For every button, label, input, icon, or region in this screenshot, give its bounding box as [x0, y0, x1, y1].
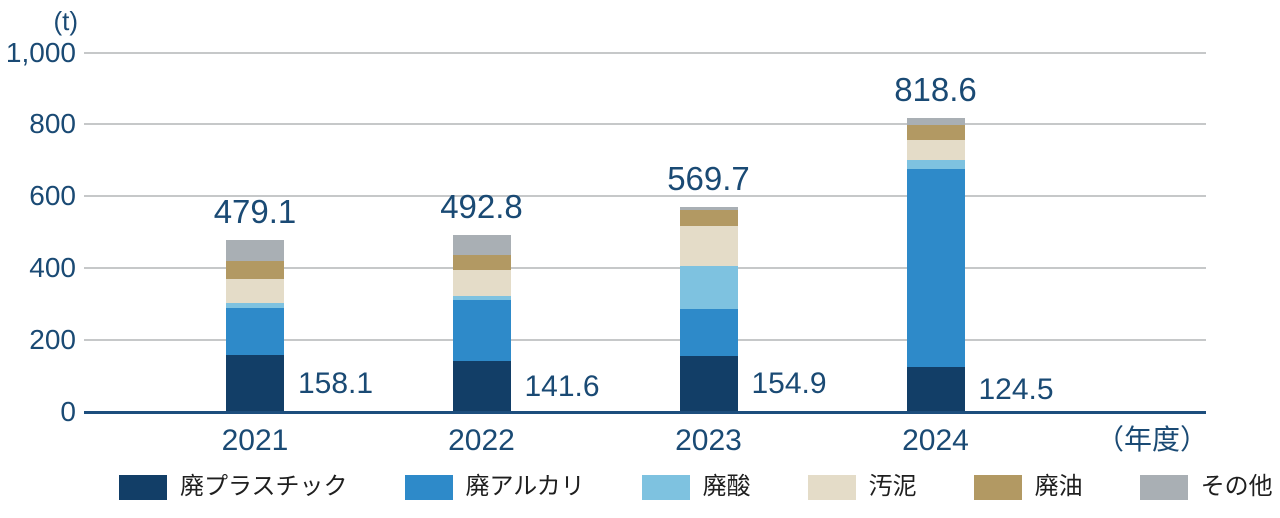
legend-item-廃酸: 廃酸: [641, 473, 751, 500]
total-label: 569.7: [667, 160, 750, 198]
bar-segment-廃油: [226, 260, 284, 279]
legend-label: 廃酸: [702, 473, 751, 500]
bar-segment-廃油: [679, 210, 738, 227]
segment-value-label: 158.1: [298, 366, 374, 400]
legend-label: 廃油: [1034, 473, 1083, 500]
bar-segment-廃酸: [226, 303, 284, 309]
legend-label: 廃プラスチック: [180, 473, 348, 500]
bar-segment-その他: [906, 117, 965, 126]
y-tick-label: 200: [29, 324, 76, 356]
bar-2024: [906, 0, 965, 412]
x-tick-label: 2023: [675, 424, 742, 457]
bar-segment-廃アルカリ: [226, 308, 284, 356]
legend-swatch: [119, 474, 167, 500]
gridline: [84, 339, 1206, 342]
x-tick-label: 2022: [448, 424, 515, 457]
legend-label: 汚泥: [868, 473, 917, 500]
bar-segment-その他: [226, 239, 284, 261]
gridline: [84, 267, 1206, 270]
legend-swatch: [973, 474, 1022, 500]
legend-label: その他: [1200, 473, 1273, 500]
bar-segment-廃酸: [679, 265, 738, 310]
y-tick-label: 800: [29, 108, 76, 140]
bar-segment-廃アルカリ: [679, 309, 738, 357]
segment-value-label: 141.6: [524, 369, 600, 403]
legend-swatch: [807, 474, 856, 500]
bar-segment-廃プラスチック: [226, 355, 284, 412]
bar-segment-汚泥: [452, 269, 511, 296]
bar-segment-その他: [679, 207, 738, 211]
segment-value-label: 154.9: [751, 367, 827, 401]
bar-segment-廃油: [452, 255, 511, 270]
total-label: 818.6: [894, 70, 977, 108]
axis-baseline: [84, 410, 1206, 414]
bar-2021: [226, 0, 284, 412]
gridline: [84, 123, 1206, 126]
y-tick-label: 1,000: [5, 36, 76, 68]
bar-segment-汚泥: [226, 278, 284, 304]
bar-segment-その他: [452, 234, 511, 255]
legend-item-廃油: 廃油: [973, 473, 1083, 500]
y-axis-unit-label: (t): [53, 6, 78, 36]
gridline: [84, 195, 1206, 198]
bar-segment-汚泥: [679, 226, 738, 266]
segment-value-label: 124.5: [978, 372, 1054, 406]
legend-swatch: [641, 474, 690, 500]
y-tick-label: 400: [29, 252, 76, 284]
legend-label: 廃アルカリ: [465, 473, 585, 500]
x-tick-label: 2021: [221, 424, 289, 457]
x-tick-label: 2024: [902, 424, 969, 457]
bar-2023: [679, 0, 738, 412]
y-tick-label: 0: [60, 396, 76, 427]
bar-2022: [452, 0, 511, 412]
legend-item-汚泥: 汚泥: [807, 473, 917, 500]
legend: 廃プラスチック 廃アルカリ 廃酸 汚泥 廃油 その他: [119, 473, 1273, 500]
bar-segment-廃アルカリ: [452, 300, 511, 362]
legend-item-その他: その他: [1139, 473, 1273, 500]
bar-segment-廃プラスチック: [452, 361, 511, 412]
x-axis-unit-label: （年度）: [1095, 424, 1208, 455]
total-label: 479.1: [213, 192, 297, 230]
legend-swatch: [404, 474, 453, 500]
bar-segment-廃プラスチック: [679, 356, 738, 412]
gridline: [84, 51, 1206, 54]
legend-item-廃アルカリ: 廃アルカリ: [404, 473, 585, 500]
bar-segment-廃プラスチック: [906, 367, 965, 412]
bar-segment-廃油: [906, 125, 965, 140]
legend-item-廃プラスチック: 廃プラスチック: [119, 473, 348, 500]
bar-segment-廃アルカリ: [906, 169, 965, 368]
bar-segment-廃酸: [452, 295, 511, 301]
y-tick-label: 600: [29, 180, 76, 212]
total-label: 492.8: [440, 187, 523, 225]
bar-segment-汚泥: [906, 139, 965, 160]
legend-swatch: [1139, 474, 1188, 500]
bar-segment-廃酸: [906, 159, 965, 169]
